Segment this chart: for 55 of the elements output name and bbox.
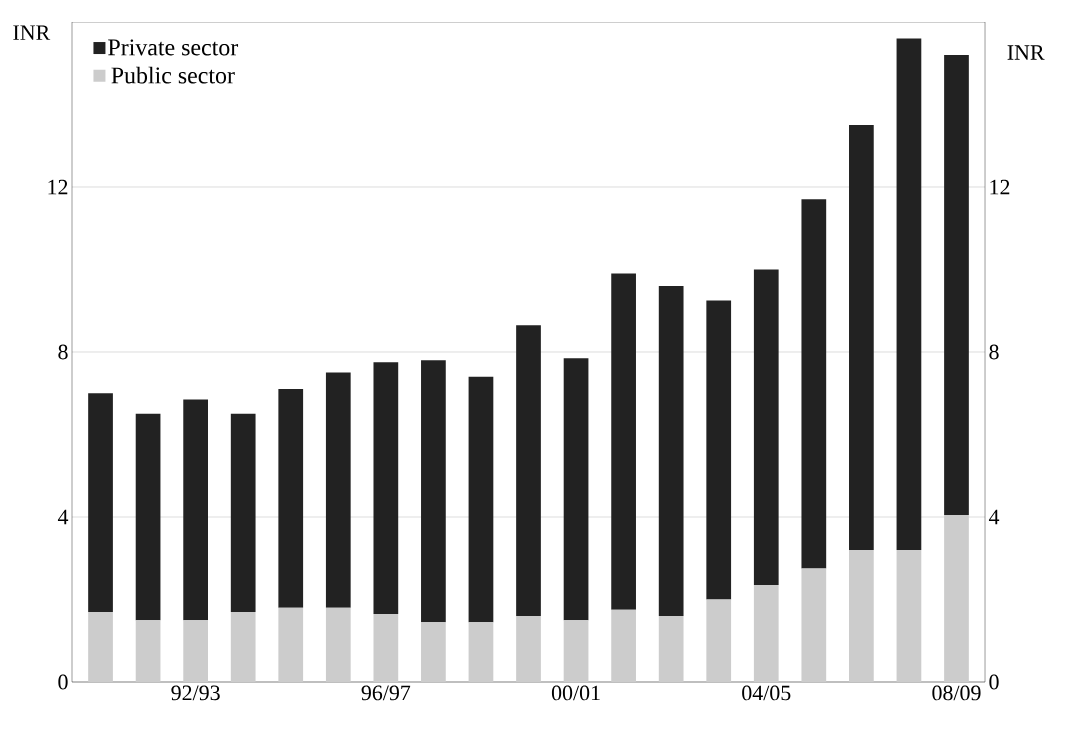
bar bbox=[183, 399, 208, 621]
bar bbox=[468, 376, 494, 623]
bar bbox=[801, 568, 827, 682]
bar bbox=[706, 300, 732, 600]
bar bbox=[516, 616, 541, 682]
y2-tick-label: 0 bbox=[989, 674, 999, 690]
x-tick-label: 96/97 bbox=[361, 685, 411, 701]
bar bbox=[896, 550, 922, 682]
bar bbox=[278, 389, 304, 608]
bar bbox=[658, 286, 684, 616]
bar bbox=[563, 620, 589, 682]
y2-tick-label: 12 bbox=[990, 179, 1010, 195]
bar bbox=[801, 199, 827, 569]
bar bbox=[88, 611, 113, 682]
bar bbox=[849, 550, 874, 682]
bar bbox=[658, 616, 684, 682]
bar bbox=[849, 125, 874, 550]
bar bbox=[230, 611, 256, 682]
bar bbox=[706, 599, 732, 682]
y2-tick-label: 4 bbox=[988, 509, 1000, 525]
bar bbox=[183, 620, 208, 682]
bar bbox=[278, 607, 304, 682]
y-tick-label: 0 bbox=[58, 674, 68, 690]
y-axis-title: INR bbox=[13, 25, 51, 40]
x-tick-label: 08/09 bbox=[932, 685, 981, 701]
bar bbox=[468, 622, 494, 682]
bar bbox=[944, 54, 969, 515]
x-tick-label: 92/93 bbox=[171, 685, 220, 701]
bar bbox=[135, 413, 161, 621]
bar bbox=[325, 372, 351, 608]
bar bbox=[944, 514, 969, 682]
y2-axis-title: INR bbox=[1007, 45, 1045, 60]
bar bbox=[753, 585, 779, 682]
bar bbox=[88, 393, 113, 612]
bar bbox=[135, 620, 161, 682]
bar bbox=[753, 269, 779, 586]
legend-label: Private sector bbox=[108, 39, 239, 56]
bar bbox=[373, 362, 399, 614]
bar bbox=[325, 607, 351, 682]
x-tick-label: 04/05 bbox=[742, 685, 791, 701]
bar bbox=[421, 622, 446, 682]
y-tick-label: 12 bbox=[48, 179, 68, 195]
y2-tick-label: 8 bbox=[989, 344, 999, 360]
bar bbox=[373, 613, 399, 682]
x-tick-label: 00/01 bbox=[551, 685, 600, 701]
y-tick-label: 4 bbox=[57, 509, 69, 525]
bar bbox=[611, 273, 636, 610]
bar bbox=[563, 358, 589, 621]
bar bbox=[421, 360, 446, 623]
bar bbox=[896, 38, 922, 550]
bar bbox=[611, 609, 636, 682]
y-tick-label: 8 bbox=[58, 344, 68, 360]
bar bbox=[230, 413, 256, 612]
legend-label: Public sector bbox=[111, 66, 235, 84]
bar bbox=[516, 325, 541, 616]
